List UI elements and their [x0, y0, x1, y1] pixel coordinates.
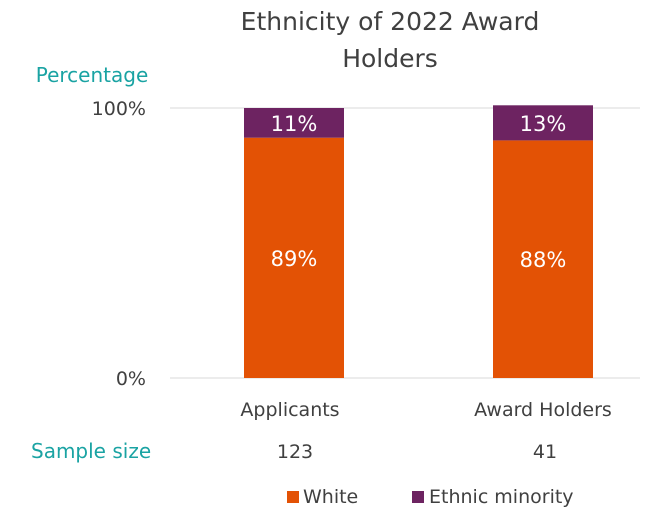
x-category-applicants: Applicants [240, 399, 339, 421]
chart-title-line1: Ethnicity of 2022 Award [241, 7, 540, 36]
legend-swatch-ethnic-minority [412, 491, 424, 503]
legend-swatch-white [287, 491, 299, 503]
data-label-ethnic-minority-applicants: 11% [271, 112, 318, 136]
data-label-ethnic-minority-award-holders: 13% [520, 112, 567, 136]
y-tick-0: 0% [116, 368, 146, 390]
data-label-white-award-holders: 88% [520, 248, 567, 272]
bar-white-applicants [244, 137, 344, 378]
sample-size-label: Sample size [31, 439, 151, 463]
bars-group: 89% 11% 88% 13% [244, 105, 593, 378]
chart-title-line2: Holders [342, 44, 438, 73]
legend: White Ethnic minority [287, 486, 574, 508]
sample-size-award-holders: 41 [533, 441, 557, 463]
x-category-award-holders: Award Holders [474, 399, 612, 421]
legend-label-ethnic-minority: Ethnic minority [429, 486, 574, 508]
sample-size-applicants: 123 [277, 441, 313, 463]
y-axis-label: Percentage [36, 63, 149, 87]
y-tick-100: 100% [92, 98, 146, 120]
bar-ethnic-minority-applicants [244, 108, 344, 138]
legend-label-white: White [303, 486, 358, 508]
bar-ethnic-minority-award-holders [493, 105, 593, 141]
data-label-white-applicants: 89% [271, 247, 318, 271]
bar-white-award-holders [493, 140, 593, 378]
